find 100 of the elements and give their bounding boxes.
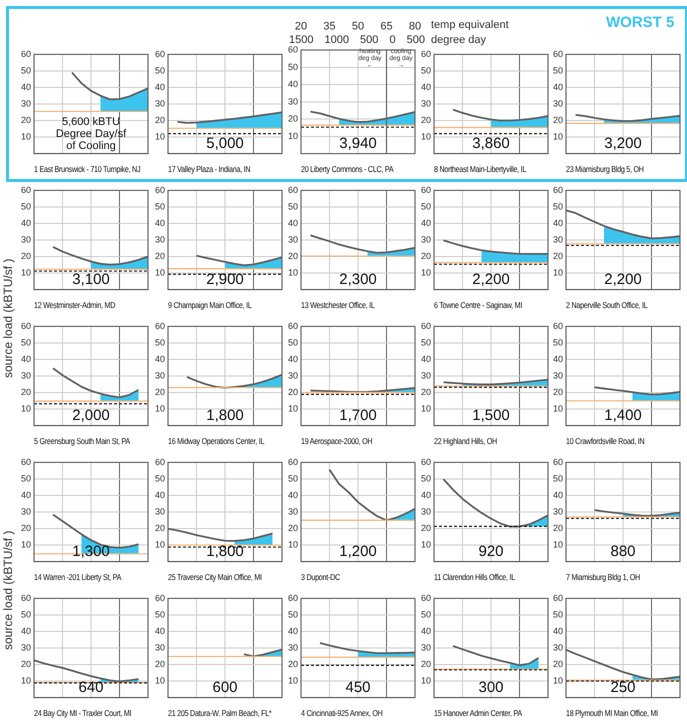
y-tick-label: 10 bbox=[20, 404, 32, 414]
y-tick-label: 20 bbox=[552, 387, 564, 398]
text: WORST 5 bbox=[606, 14, 674, 31]
y-tick-label: 60 bbox=[552, 184, 564, 195]
y-tick-label: 50 bbox=[154, 201, 166, 212]
y-tick-label: 40 bbox=[20, 82, 32, 92]
text: 8 Northeast Main-Libertyville, IL bbox=[434, 164, 526, 174]
y-tick-label: 50 bbox=[20, 473, 32, 484]
y-tick-label: 30 bbox=[154, 642, 166, 652]
y-tick-label: 20 bbox=[552, 251, 564, 262]
y-tick-label: 30 bbox=[552, 98, 564, 108]
text: 1500 1000 500 0 500 bbox=[289, 34, 425, 46]
y-tick-label: 60 bbox=[288, 320, 298, 331]
y-tick-label: 20 bbox=[288, 523, 298, 534]
annotation: 2,300 bbox=[339, 271, 377, 288]
y-tick-label: 60 bbox=[20, 184, 32, 195]
annotation: 3,860 bbox=[472, 135, 510, 152]
annotation: 2,200 bbox=[604, 271, 642, 288]
y-tick-label: 30 bbox=[154, 506, 166, 516]
y-tick-label: 50 bbox=[288, 201, 298, 212]
y-tick-label: 30 bbox=[288, 506, 298, 516]
y-tick-label: 10 bbox=[20, 540, 32, 550]
text: 10 Crawfordsville Road, IN bbox=[566, 436, 644, 446]
y-tick-label: 30 bbox=[20, 234, 32, 244]
y-tick-label: 50 bbox=[420, 201, 432, 212]
text: 17 Valley Plaza - Indiana, IN bbox=[168, 164, 250, 174]
y-tick-label: 10 bbox=[288, 404, 298, 414]
y-tick-label: 60 bbox=[552, 592, 564, 603]
y-tick-label: 50 bbox=[420, 609, 432, 620]
y-tick-label: 40 bbox=[420, 218, 432, 228]
text: degree day bbox=[431, 34, 486, 46]
annotation: 1,400 bbox=[604, 407, 642, 424]
text: 3 Dupont-DC bbox=[301, 572, 340, 582]
y-tick-label: 40 bbox=[288, 354, 298, 364]
annotation: 1,800 bbox=[206, 407, 244, 424]
y-tick-label: 20 bbox=[420, 115, 432, 126]
annotation: 300 bbox=[478, 679, 504, 696]
y-tick-label: 50 bbox=[20, 609, 32, 620]
y-tick-label: 10 bbox=[288, 268, 298, 278]
y-tick-label: 40 bbox=[154, 626, 166, 636]
y-tick-label: 20 bbox=[20, 387, 32, 398]
annotation: 1,200 bbox=[339, 543, 377, 560]
annotation: 880 bbox=[610, 543, 636, 560]
y-tick-label: 40 bbox=[154, 82, 166, 92]
y-tick-label: 10 bbox=[154, 132, 166, 142]
y-tick-label: 60 bbox=[20, 48, 32, 59]
y-tick-label: 60 bbox=[288, 456, 298, 467]
y-tick-label: 50 bbox=[420, 473, 432, 484]
text: 6 Towne Centre - Saginaw, MI bbox=[434, 300, 522, 310]
y-tick-label: 20 bbox=[420, 251, 432, 262]
y-tick-label: 30 bbox=[288, 642, 298, 652]
annotation: 2,900 bbox=[206, 271, 244, 288]
y-tick-label: 20 bbox=[20, 115, 32, 126]
y-tick-label: 40 bbox=[288, 490, 298, 500]
y-tick-label: 40 bbox=[552, 626, 564, 636]
y-tick-label: 50 bbox=[552, 473, 564, 484]
y-tick-label: 10 bbox=[288, 676, 298, 686]
text: 2 Naperville South Office, IL bbox=[566, 300, 648, 310]
y-tick-label: 50 bbox=[288, 337, 298, 348]
text: 4 Cincinnati-925 Annex, OH bbox=[301, 708, 383, 718]
annotation: 3,940 bbox=[339, 135, 377, 152]
y-tick-label: 40 bbox=[552, 354, 564, 364]
y-tick-label: 20 bbox=[154, 115, 166, 126]
x-tick-label: 80 bbox=[408, 20, 422, 32]
y-tick-label: 30 bbox=[154, 370, 166, 380]
y-tick-label: 40 bbox=[552, 490, 564, 500]
annotation: 3,200 bbox=[604, 135, 642, 152]
y-tick-label: 10 bbox=[420, 268, 432, 278]
annotation: of Cooling bbox=[66, 140, 116, 152]
text: 23 Miamisburg Bldg 5, OH bbox=[566, 164, 644, 174]
y-tick-label: 30 bbox=[288, 234, 298, 244]
y-tick-label: 60 bbox=[288, 592, 298, 603]
annotation: 1,500 bbox=[472, 407, 510, 424]
text: 1 East Brunswick - 710 Turnpike, NJ bbox=[34, 164, 140, 174]
y-tick-label: 20 bbox=[154, 523, 166, 534]
y-tick-label: 60 bbox=[288, 184, 298, 195]
y-tick-label: 30 bbox=[288, 96, 298, 106]
y-tick-label: 20 bbox=[288, 251, 298, 262]
y-tick-label: 10 bbox=[420, 132, 432, 142]
y-tick-label: 50 bbox=[288, 473, 298, 484]
y-tick-label: 20 bbox=[20, 523, 32, 534]
text: 22 Highland Hills, OH bbox=[434, 436, 497, 446]
y-tick-label: 50 bbox=[552, 65, 564, 76]
text: 24 Bay City MI - Traxler Court, MI bbox=[34, 708, 132, 718]
y-tick-label: 10 bbox=[552, 404, 564, 414]
y-tick-label: 30 bbox=[420, 506, 432, 516]
y-tick-label: 40 bbox=[420, 82, 432, 92]
y-tick-label: 20 bbox=[552, 115, 564, 126]
y-tick-label: 60 bbox=[288, 44, 298, 54]
y-tick-label: 50 bbox=[20, 201, 32, 212]
y-tick-label: 30 bbox=[20, 506, 32, 516]
y-tick-label: 10 bbox=[154, 676, 166, 686]
y-tick-label: 10 bbox=[20, 132, 32, 142]
y-tick-label: 30 bbox=[420, 234, 432, 244]
text: 21 205 Datura-W. Palm Beach, FL* bbox=[168, 708, 272, 718]
y-tick-label: 30 bbox=[552, 234, 564, 244]
annotation: 1,800 bbox=[206, 543, 244, 560]
y-tick-label: 50 bbox=[154, 609, 166, 620]
y-tick-label: 20 bbox=[20, 251, 32, 262]
y-tick-label: 40 bbox=[288, 218, 298, 228]
